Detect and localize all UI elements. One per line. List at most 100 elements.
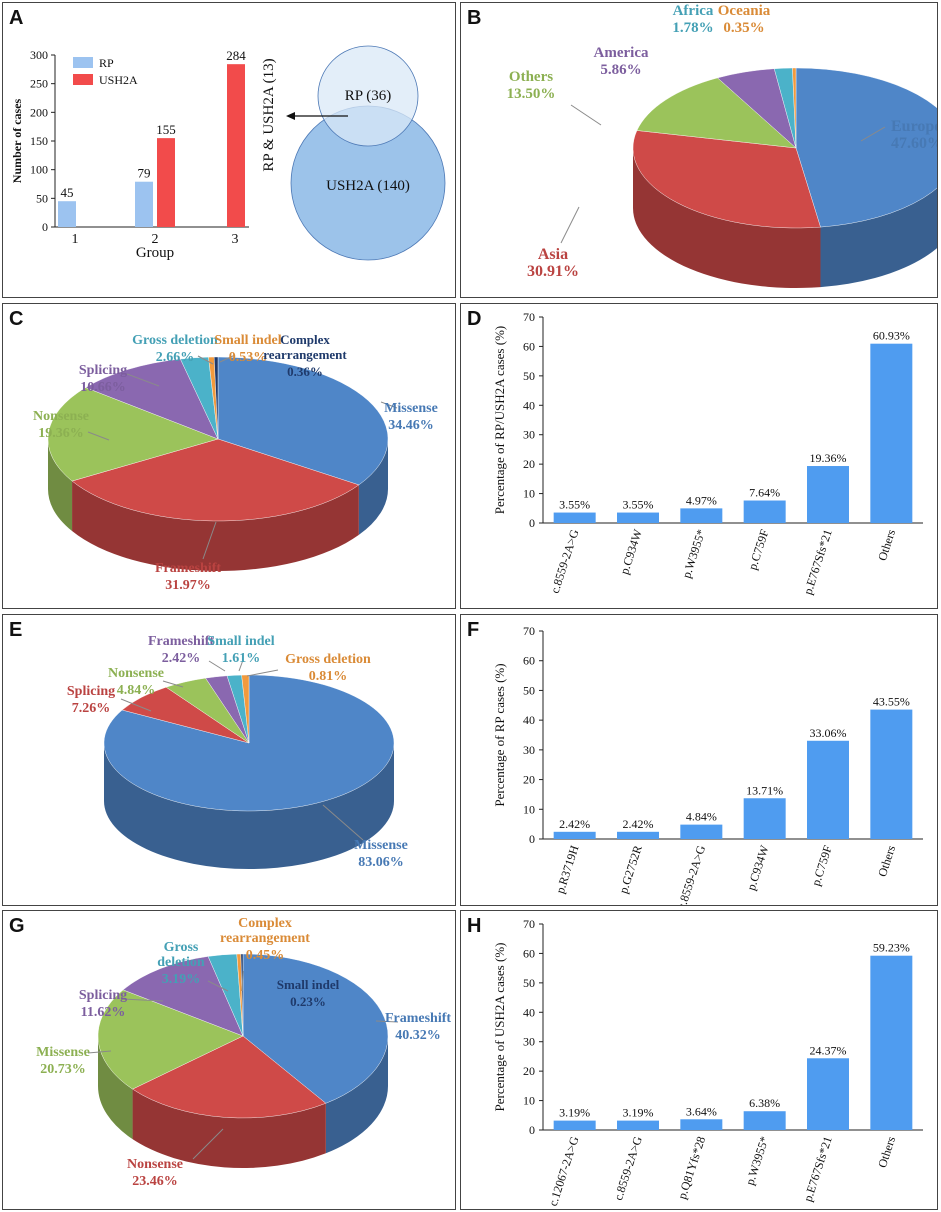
- y-tick-label: 20: [523, 457, 535, 471]
- pie-slice-value: 40.32%: [395, 1028, 441, 1043]
- y-axis-label: Percentage of USH2A cases (%): [492, 943, 507, 1112]
- pie-slice-value: 83.06%: [358, 855, 404, 870]
- panel-c-pie-chart: Missense 34.46% Frameshift 31.97% Nonsense 19…: [33, 332, 438, 593]
- bar-value-label: 24.37%: [810, 1043, 847, 1057]
- bar: [743, 500, 786, 523]
- pie-slice-label: Nonsense: [108, 666, 164, 681]
- x-tick-label: 3: [232, 232, 239, 247]
- bar: [870, 955, 913, 1130]
- pie-slice-side: [132, 1089, 326, 1168]
- legend-swatch: [73, 57, 93, 68]
- y-tick-label: 40: [523, 398, 535, 412]
- pie-slice-label: Nonsense: [127, 1157, 183, 1172]
- pie-slice-side: [633, 148, 821, 288]
- bar-value-label: 3.19%: [623, 1106, 654, 1120]
- pie-slice-label: Splicing: [79, 363, 127, 378]
- bar-value-label: 7.64%: [749, 486, 780, 500]
- legend-label: RP: [99, 56, 114, 70]
- y-tick-label: 30: [523, 428, 535, 442]
- panel-e: E Missense 83.06% Splicing 7.26% Nonsense 4.8…: [2, 614, 456, 906]
- bar-value-label: 45: [61, 185, 74, 200]
- bar-value-label: 2.42%: [559, 817, 590, 831]
- x-tick-label: p.R3719H: [553, 843, 582, 895]
- venn-rp-label: RP (36): [345, 88, 392, 104]
- x-tick-label: p.G2752R: [616, 844, 645, 896]
- pie-slice-value: 0.53%: [229, 350, 268, 365]
- pie-slice-value: 13.50%: [507, 86, 556, 102]
- bar: [807, 1058, 849, 1130]
- panel-label: H: [467, 915, 482, 937]
- legend-swatch: [73, 74, 93, 85]
- x-tick-label: 2: [152, 232, 159, 247]
- bar-value-label: 60.93%: [873, 329, 910, 343]
- venn-rp-circle: [317, 45, 419, 147]
- panel-d-bar-chart: 0 10 20 30 40 50 60 70 Percentage of RP/USH2A ca…: [492, 310, 923, 596]
- pie-slice-label: Small indel: [277, 977, 340, 992]
- bar-value-label: 79: [138, 166, 151, 181]
- pie-leader-line: [241, 970, 244, 992]
- pie-slice-value: 30.91%: [527, 263, 579, 280]
- panel-c: C Missense 34.46% Frameshift 31.97% Nonsense…: [2, 303, 456, 609]
- y-tick-label: 70: [523, 917, 535, 931]
- pie-slice-label: America: [594, 45, 649, 61]
- pie-slice-side: [820, 188, 937, 288]
- bar-value-label: 155: [156, 122, 176, 137]
- pie-slice-label: Europe: [891, 118, 937, 135]
- pie-slice-label: Gross deletion: [132, 333, 218, 348]
- pie-slice-value: 1.61%: [222, 651, 261, 666]
- venn-overlap-label: RP & USH2A (13): [261, 58, 277, 171]
- bar-value-label: 59.23%: [873, 941, 910, 955]
- bar: [553, 512, 596, 523]
- panel-f: F 0 10 20 30 40 50 60 70 Percentage of RP cases …: [460, 614, 938, 906]
- x-tick-label: p.Q81Yfs*28: [675, 1135, 708, 1201]
- pie-slice: [795, 67, 937, 228]
- y-tick-label: 0: [529, 1123, 535, 1137]
- pie-slice-label: Nonsense: [33, 409, 89, 424]
- pie-slice: [132, 1035, 327, 1119]
- y-tick-label: 150: [30, 134, 48, 148]
- pie-slice-label: Small indel: [207, 634, 274, 649]
- panel-a-figure: 0 50 100 150 200 250 300 Number of cases 1 45 2 79 1…: [10, 45, 446, 261]
- y-tick-label: 50: [36, 191, 48, 205]
- y-tick-label: 200: [30, 105, 48, 119]
- pie-slice-value: 0.45%: [246, 948, 285, 963]
- y-tick-label: 70: [523, 624, 535, 638]
- bar-value-label: 284: [226, 48, 246, 63]
- pie-slice-label: Small indel: [214, 333, 281, 348]
- y-tick-label: 60: [523, 946, 535, 960]
- pie-slice: [71, 438, 360, 522]
- x-tick-label: p.C934W: [617, 527, 645, 576]
- bar: [157, 138, 175, 227]
- pie-slice-value: 0.36%: [287, 364, 323, 379]
- pie-slice-label: Missense: [354, 838, 408, 853]
- pie-slice-value: 2.66%: [156, 350, 195, 365]
- bar: [617, 1120, 659, 1130]
- pie-leader-line: [192, 1128, 224, 1160]
- panel-label: D: [467, 308, 482, 330]
- bar: [680, 508, 723, 523]
- panel-label: E: [9, 619, 23, 641]
- x-tick-label: p.W3955*: [679, 528, 708, 580]
- bar: [135, 181, 153, 227]
- panel-label: B: [467, 7, 482, 29]
- pie-slice-label: Frameshift: [155, 561, 221, 576]
- panel-label: G: [9, 915, 25, 937]
- pie-slice-label: Others: [509, 69, 553, 85]
- pie-leader-line: [162, 680, 184, 688]
- y-tick-label: 60: [523, 654, 535, 668]
- pie-leader-line: [120, 698, 152, 712]
- y-tick-label: 40: [523, 1005, 535, 1019]
- bar-value-label: 13.71%: [746, 783, 783, 797]
- y-axis-label: Number of cases: [10, 98, 24, 183]
- bar-value-label: 3.64%: [686, 1104, 717, 1118]
- bar-value-label: 3.55%: [623, 498, 654, 512]
- pie-leader-line: [202, 521, 217, 560]
- pie-slice-value: 23.46%: [132, 1174, 178, 1189]
- pie-slice: [122, 956, 244, 1037]
- x-axis-label: Group: [136, 245, 174, 261]
- y-tick-label: 50: [523, 976, 535, 990]
- bar: [680, 1119, 723, 1130]
- bar-value-label: 4.97%: [686, 493, 717, 507]
